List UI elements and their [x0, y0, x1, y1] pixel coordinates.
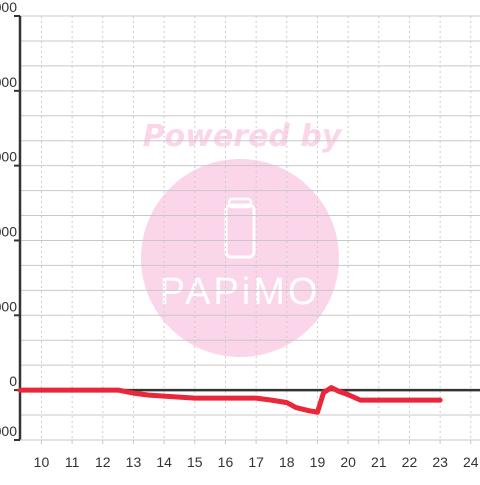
x-tick-label: 14 [156, 454, 172, 470]
y-tick-label: -20,000 [0, 423, 17, 439]
y-tick-label: 150,000 [0, 0, 17, 15]
x-tick-label: 13 [126, 454, 142, 470]
watermark-logo-text: PAPiMO [160, 271, 321, 313]
tick-labels: -20,000 0 30,000 60,000 90,000 120,000 150,000… [0, 0, 479, 470]
x-tick-label: 19 [310, 454, 326, 470]
y-tick-label: 60,000 [0, 223, 17, 239]
x-tick-label: 15 [187, 454, 203, 470]
x-tick-label: 18 [279, 454, 295, 470]
x-tick-label: 22 [402, 454, 418, 470]
x-tick-label: 20 [340, 454, 356, 470]
watermark-text: Powered by [143, 119, 343, 154]
y-tick-label: 0 [9, 373, 17, 389]
series-line [17, 385, 443, 415]
x-tick-label: 12 [95, 454, 111, 470]
x-tick-label: 23 [432, 454, 448, 470]
y-tick-label: 30,000 [0, 298, 17, 314]
watermark: Powered by PAPiMO [141, 119, 343, 357]
series [17, 385, 443, 415]
x-tick-label: 21 [371, 454, 387, 470]
x-tick-label: 24 [463, 454, 479, 470]
y-tick-label: 90,000 [0, 149, 17, 165]
phone-icon [224, 197, 256, 259]
x-tick-label: 17 [248, 454, 264, 470]
y-tick-label: 120,000 [0, 74, 17, 90]
x-tick-label: 10 [34, 454, 50, 470]
x-tick-label: 11 [65, 454, 80, 470]
x-tick-label: 16 [218, 454, 234, 470]
